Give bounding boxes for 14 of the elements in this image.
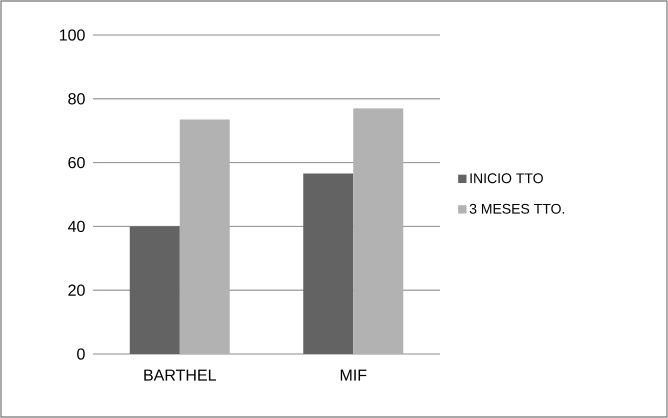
y-tick-label: 100	[60, 29, 85, 41]
bar	[303, 173, 354, 354]
y-tick-label: 60	[68, 156, 85, 168]
legend-label: 3 MESES TTO.	[470, 204, 564, 214]
y-tick-label: 40	[68, 220, 85, 232]
bar	[353, 108, 404, 354]
x-tick-label: MIF	[340, 370, 366, 381]
y-tick-label: 20	[68, 284, 85, 296]
bar	[130, 226, 180, 354]
bar	[180, 120, 230, 354]
legend-label: INICIO TTO	[470, 173, 543, 184]
y-tick-label: 0	[77, 348, 85, 360]
x-tick-label: BARTHEL	[144, 370, 216, 381]
y-tick-label: 80	[68, 93, 85, 104]
